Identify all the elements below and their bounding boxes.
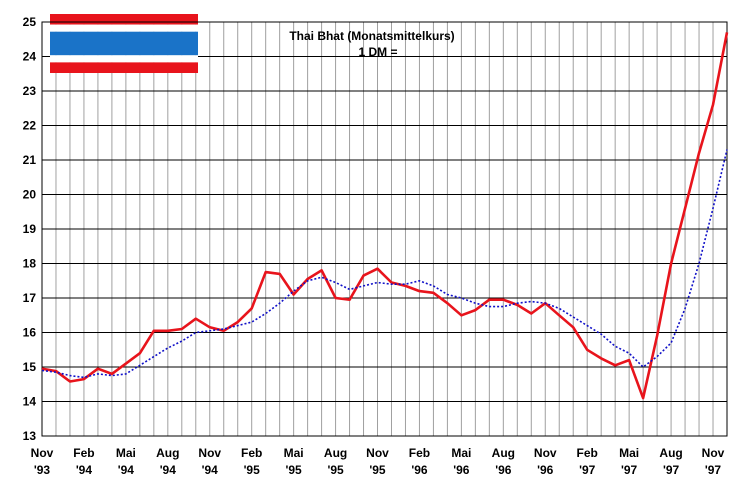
plot-area-frame: [41, 21, 728, 437]
x-tick-label-month: Aug: [156, 446, 179, 460]
chart-subtitle: 1 DM =: [358, 45, 397, 59]
y-tick-label: 23: [23, 84, 37, 98]
flag-band: [50, 31, 198, 56]
x-tick-label-month: Nov: [31, 446, 54, 460]
y-tick-label: 16: [23, 326, 37, 340]
series-lines: [41, 32, 729, 400]
y-tick-label: 21: [23, 153, 37, 167]
y-tick-label: 15: [23, 360, 37, 374]
x-tick-label-month: Mai: [284, 446, 304, 460]
x-tick-label-month: Aug: [324, 446, 347, 460]
y-tick-label: 14: [23, 395, 37, 409]
x-tick-label-month: Nov: [534, 446, 557, 460]
y-tick-label: 19: [23, 222, 37, 236]
x-tick-label-year: '96: [411, 463, 428, 477]
x-tick-label-month: Nov: [366, 446, 389, 460]
x-tick-label-year: '96: [453, 463, 470, 477]
x-tick-label-year: '97: [705, 463, 722, 477]
x-tick-label-year: '94: [202, 463, 219, 477]
x-axis-tick-labels: Nov '93 Feb '94 Mai '94 Aug '94 Nov '94 Feb '95 Mai '…: [31, 446, 725, 477]
x-tick-label-month: Mai: [619, 446, 639, 460]
x-tick-label-month: Feb: [409, 446, 430, 460]
x-tick-label-year: '97: [579, 463, 596, 477]
y-tick-label: 17: [23, 291, 37, 305]
x-tick-label-year: '97: [663, 463, 680, 477]
x-tick-label-year: '95: [369, 463, 386, 477]
y-tick-label: 13: [23, 429, 37, 443]
y-axis-tick-labels: 13 14 15 16 17 18 19 20 21 22 23 24 25: [23, 15, 37, 443]
x-tick-label-year: '94: [160, 463, 177, 477]
x-tick-label-month: Feb: [241, 446, 262, 460]
x-tick-label-year: '95: [286, 463, 303, 477]
x-tick-label-year: '95: [327, 463, 344, 477]
x-tick-label-year: '97: [621, 463, 638, 477]
x-tick-label-month: Nov: [702, 446, 725, 460]
x-tick-label-month: Nov: [198, 446, 221, 460]
flag-band: [50, 14, 198, 25]
x-tick-label-year: '94: [76, 463, 93, 477]
x-tick-label-year: '94: [118, 463, 135, 477]
series-line-dotted: [41, 149, 728, 379]
flag-band: [50, 55, 198, 63]
series-line-solid: [41, 32, 729, 400]
x-tick-label-month: Feb: [577, 446, 598, 460]
y-tick-label: 22: [23, 119, 37, 133]
y-tick-label: 20: [23, 188, 37, 202]
x-tick-label-year: '93: [34, 463, 51, 477]
x-tick-label-year: '95: [244, 463, 261, 477]
y-tick-label: 18: [23, 257, 37, 271]
x-tick-label-year: '96: [537, 463, 554, 477]
y-tick-label: 25: [23, 15, 37, 29]
y-tick-label: 24: [23, 50, 37, 64]
chart-grid: [41, 21, 728, 437]
flag-band: [50, 24, 198, 32]
thai-flag-icon: [50, 14, 198, 73]
x-tick-label-month: Aug: [659, 446, 682, 460]
chart-title: Thai Bhat (Monatsmittelkurs): [289, 29, 454, 43]
flag-band: [50, 62, 198, 73]
x-tick-label-month: Feb: [73, 446, 94, 460]
x-tick-label-month: Mai: [451, 446, 471, 460]
x-tick-label-month: Mai: [116, 446, 136, 460]
x-tick-label-year: '96: [495, 463, 512, 477]
x-tick-label-month: Aug: [492, 446, 515, 460]
